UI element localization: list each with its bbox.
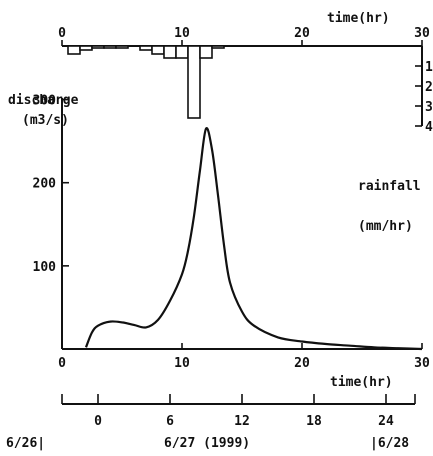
calendar-tick-label: 18	[306, 414, 322, 429]
rainfall-axis-title-line2: (mm/hr)	[358, 219, 413, 234]
discharge-tick-label: 200	[33, 177, 57, 192]
hydro-tick-label: 10	[174, 356, 190, 371]
date-label-right: |6/28	[370, 436, 409, 451]
calendar-tick-label: 6	[166, 414, 174, 429]
discharge-tick-label: 300	[33, 94, 57, 109]
rainfall-tick-label: 2	[425, 80, 433, 95]
hydro-time-axis-title: time(hr)	[330, 375, 393, 390]
top-tick-label: 0	[58, 26, 66, 41]
discharge-tick-label: 100	[33, 260, 57, 275]
rainfall-bar	[91, 45, 105, 49]
rainfall-tick-label: 4	[425, 120, 433, 135]
rainfall-bar	[151, 45, 165, 55]
rainfall-bar	[139, 45, 153, 51]
hydro-tick-label: 30	[414, 356, 430, 371]
rainfall-bar	[187, 45, 201, 119]
discharge-axis-title-line2: (m3/s)	[22, 113, 69, 128]
rainfall-tick-label: 1	[425, 60, 433, 75]
top-axis-ticks: 0 10 20 30	[58, 26, 430, 46]
calendar-tick-label: 0	[94, 414, 102, 429]
calendar-tick-label: 12	[234, 414, 250, 429]
hydro-tick-label: 20	[294, 356, 310, 371]
rainfall-axis-title-line1: rainfall	[358, 179, 421, 194]
calendar-tick-label: 24	[378, 414, 394, 429]
top-tick-label: 10	[174, 26, 190, 41]
top-tick-label: 30	[414, 26, 430, 41]
hydro-time-axis-ticks: 0 10 20 30	[58, 343, 430, 371]
rainfall-bar	[163, 45, 177, 59]
discharge-axis-ticks: 100 200 300	[33, 94, 69, 275]
rainfall-axis-ticks: 1 2 3 4	[415, 60, 433, 135]
discharge-curve	[84, 127, 423, 351]
discharge-axis-title-line1: discharge	[8, 93, 79, 108]
top-axis-title: time(hr)	[327, 11, 390, 26]
rainfall-bar	[211, 45, 225, 49]
rainfall-bars	[67, 45, 225, 119]
rainfall-bar	[175, 45, 189, 59]
hydro-tick-label: 0	[58, 356, 66, 371]
rainfall-bar	[199, 45, 213, 59]
rainfall-bar	[103, 45, 117, 49]
date-label-left: 6/26|	[6, 436, 45, 451]
rainfall-tick-label: 3	[425, 100, 433, 115]
rainfall-bar	[79, 45, 93, 51]
rainfall-bar	[115, 45, 129, 49]
top-tick-label: 20	[294, 26, 310, 41]
rainfall-bar	[67, 45, 81, 55]
calendar-axis-ticks: 0 6 12 18 24	[61, 394, 416, 429]
date-label-center: 6/27 (1999)	[164, 436, 250, 451]
